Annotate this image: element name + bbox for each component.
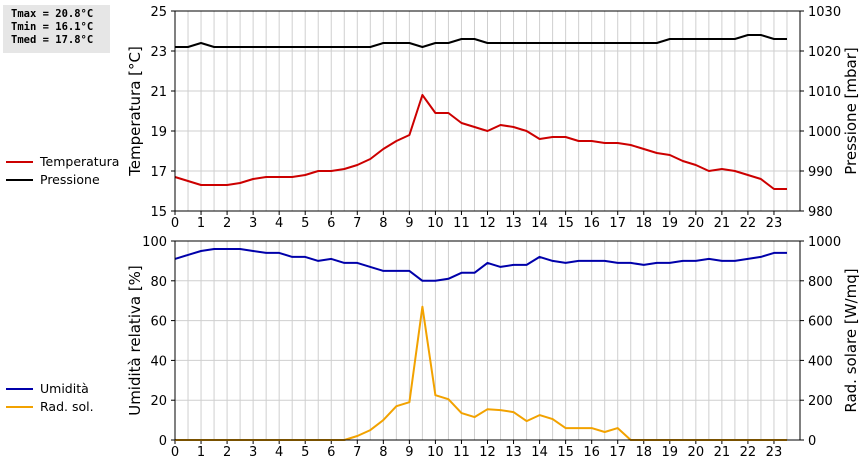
x-tick-label: 0 bbox=[171, 445, 179, 460]
y-right-tick-label: 1000 bbox=[808, 235, 841, 250]
x-tick-label: 7 bbox=[353, 216, 361, 231]
x-tick-label: 17 bbox=[609, 216, 626, 231]
x-tick-label: 1 bbox=[197, 216, 205, 231]
x-tick-label: 9 bbox=[405, 445, 413, 460]
x-tick-label: 22 bbox=[740, 445, 757, 460]
x-tick-label: 19 bbox=[662, 216, 679, 231]
x-tick-label: 18 bbox=[635, 445, 652, 460]
x-tick-label: 6 bbox=[327, 445, 335, 460]
stat-tmax: Tmax = 20.8°C bbox=[11, 8, 94, 20]
x-tick-label: 10 bbox=[427, 216, 444, 231]
stat-tmin: Tmin = 16.1°C bbox=[11, 21, 94, 33]
legend-swatch-umidita bbox=[6, 388, 33, 390]
x-tick-label: 14 bbox=[531, 216, 548, 231]
y-left-axis-title: Umidità relativa [%] bbox=[126, 265, 144, 416]
legend-swatch-rad-sol bbox=[6, 406, 33, 408]
x-tick-label: 16 bbox=[583, 216, 600, 231]
x-tick-label: 20 bbox=[688, 216, 705, 231]
x-tick-label: 5 bbox=[301, 216, 309, 231]
y-left-tick-label: 20 bbox=[150, 394, 167, 409]
x-tick-label: 11 bbox=[453, 445, 470, 460]
y-right-tick-label: 1000 bbox=[808, 125, 841, 140]
y-left-tick-label: 19 bbox=[150, 125, 167, 140]
y-right-tick-label: 800 bbox=[808, 275, 833, 290]
x-tick-label: 11 bbox=[453, 216, 470, 231]
x-tick-label: 16 bbox=[583, 445, 600, 460]
y-right-tick-label: 200 bbox=[808, 394, 833, 409]
legend-swatch-pressione bbox=[6, 179, 33, 181]
y-left-tick-label: 21 bbox=[150, 85, 167, 100]
y-right-tick-label: 1030 bbox=[808, 5, 841, 20]
x-tick-label: 3 bbox=[249, 216, 257, 231]
y-right-axis-title: Pressione [mbar] bbox=[842, 47, 860, 175]
x-tick-label: 15 bbox=[557, 445, 574, 460]
x-tick-label: 3 bbox=[249, 445, 257, 460]
x-tick-label: 12 bbox=[479, 445, 496, 460]
x-tick-label: 22 bbox=[740, 216, 757, 231]
legend-label-pressione: Pressione bbox=[40, 172, 100, 187]
x-tick-label: 23 bbox=[766, 445, 783, 460]
x-tick-label: 8 bbox=[379, 216, 387, 231]
series-line-pressione bbox=[175, 34, 787, 48]
y-right-tick-label: 0 bbox=[808, 434, 816, 449]
y-left-tick-label: 23 bbox=[150, 45, 167, 60]
y-right-tick-label: 600 bbox=[808, 315, 833, 330]
y-right-tick-label: 1010 bbox=[808, 85, 841, 100]
x-tick-label: 19 bbox=[662, 445, 679, 460]
y-left-tick-label: 0 bbox=[159, 434, 167, 449]
x-tick-label: 9 bbox=[405, 216, 413, 231]
y-left-tick-label: 40 bbox=[150, 354, 167, 369]
y-right-axis-title: Rad. solare [W/mq] bbox=[842, 268, 860, 412]
y-right-tick-label: 1020 bbox=[808, 45, 841, 60]
x-tick-label: 2 bbox=[223, 445, 231, 460]
y-left-tick-label: 100 bbox=[142, 235, 167, 250]
x-tick-label: 4 bbox=[275, 216, 283, 231]
series-line-umidit- bbox=[174, 248, 787, 282]
y-right-tick-label: 990 bbox=[808, 165, 833, 180]
legend-label-rad-sol: Rad. sol. bbox=[40, 399, 94, 414]
plot-frame bbox=[174, 240, 801, 441]
y-left-tick-label: 60 bbox=[150, 315, 167, 330]
x-tick-label: 4 bbox=[275, 445, 283, 460]
x-tick-label: 8 bbox=[379, 445, 387, 460]
stats-box: Tmax = 20.8°C Tmin = 16.1°C Tmed = 17.8°… bbox=[3, 5, 110, 53]
legend-label-umidita: Umidità bbox=[40, 381, 89, 396]
x-tick-label: 7 bbox=[353, 445, 361, 460]
y-left-tick-label: 80 bbox=[150, 275, 167, 290]
y-left-axis-title: Temperatura [°C] bbox=[126, 46, 144, 177]
x-tick-label: 23 bbox=[766, 216, 783, 231]
x-tick-label: 14 bbox=[531, 445, 548, 460]
x-tick-label: 5 bbox=[301, 445, 309, 460]
x-tick-label: 6 bbox=[327, 216, 335, 231]
y-left-tick-label: 15 bbox=[150, 205, 167, 220]
y-left-tick-label: 17 bbox=[150, 165, 167, 180]
y-right-tick-label: 980 bbox=[808, 205, 833, 220]
x-tick-label: 1 bbox=[197, 445, 205, 460]
plot-frame bbox=[174, 10, 801, 212]
x-tick-label: 18 bbox=[635, 216, 652, 231]
legend-label-temperatura: Temperatura bbox=[40, 154, 120, 169]
y-left-tick-label: 25 bbox=[150, 5, 167, 20]
y-right-tick-label: 400 bbox=[808, 354, 833, 369]
stat-tmed: Tmed = 17.8°C bbox=[11, 34, 94, 46]
x-tick-label: 0 bbox=[171, 216, 179, 231]
x-tick-label: 21 bbox=[714, 445, 731, 460]
x-tick-label: 12 bbox=[479, 216, 496, 231]
x-tick-label: 13 bbox=[505, 216, 522, 231]
series-line-temperatura bbox=[174, 94, 787, 190]
x-tick-label: 15 bbox=[557, 216, 574, 231]
x-tick-label: 2 bbox=[223, 216, 231, 231]
x-tick-label: 10 bbox=[427, 445, 444, 460]
x-tick-label: 21 bbox=[714, 216, 731, 231]
x-tick-label: 20 bbox=[688, 445, 705, 460]
legend-swatch-temperatura bbox=[6, 161, 33, 163]
x-tick-label: 17 bbox=[609, 445, 626, 460]
x-tick-label: 13 bbox=[505, 445, 522, 460]
